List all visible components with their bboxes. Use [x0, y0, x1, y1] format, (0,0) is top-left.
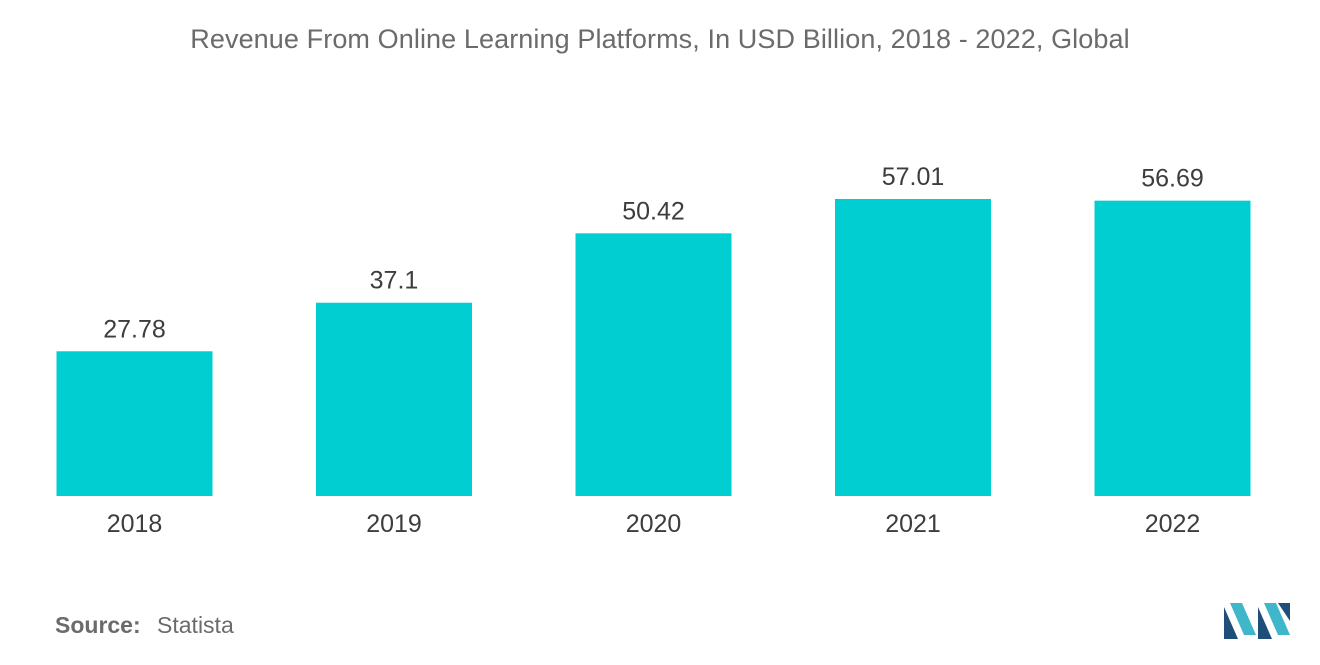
data-label-2019: 37.1 [370, 267, 419, 295]
x-tick-label-2019: 2019 [366, 510, 422, 538]
bar-2018 [56, 351, 213, 496]
data-label-2021: 57.01 [882, 163, 945, 191]
bar-chart: 27.78 37.1 50.42 57.01 56.69 2018 2019 2020 202… [56, 163, 1251, 538]
source-value: Statista [157, 612, 234, 638]
bar-2022 [1094, 200, 1251, 497]
mordor-intelligence-logo-icon [1224, 603, 1290, 644]
x-tick-label-2020: 2020 [626, 510, 682, 538]
data-label-2018: 27.78 [103, 315, 166, 343]
chart-title: Revenue From Online Learning Platforms, … [190, 24, 1130, 54]
x-tick-label-2018: 2018 [107, 510, 163, 538]
data-labels-group: 27.78 37.1 50.42 57.01 56.69 [103, 163, 1204, 343]
x-tick-label-2022: 2022 [1145, 510, 1201, 538]
data-label-2022: 56.69 [1141, 165, 1204, 193]
source-note: Source: Statista [55, 612, 234, 639]
data-label-2020: 50.42 [622, 197, 685, 225]
bar-2021 [835, 199, 991, 496]
x-tick-label-2021: 2021 [885, 510, 941, 538]
bar-2020 [575, 233, 732, 496]
bars-group [56, 199, 1251, 497]
bar-2019 [316, 302, 472, 496]
source-label: Source: [55, 612, 141, 638]
x-axis-ticks-group: 2018 2019 2020 2021 2022 [107, 510, 1201, 538]
